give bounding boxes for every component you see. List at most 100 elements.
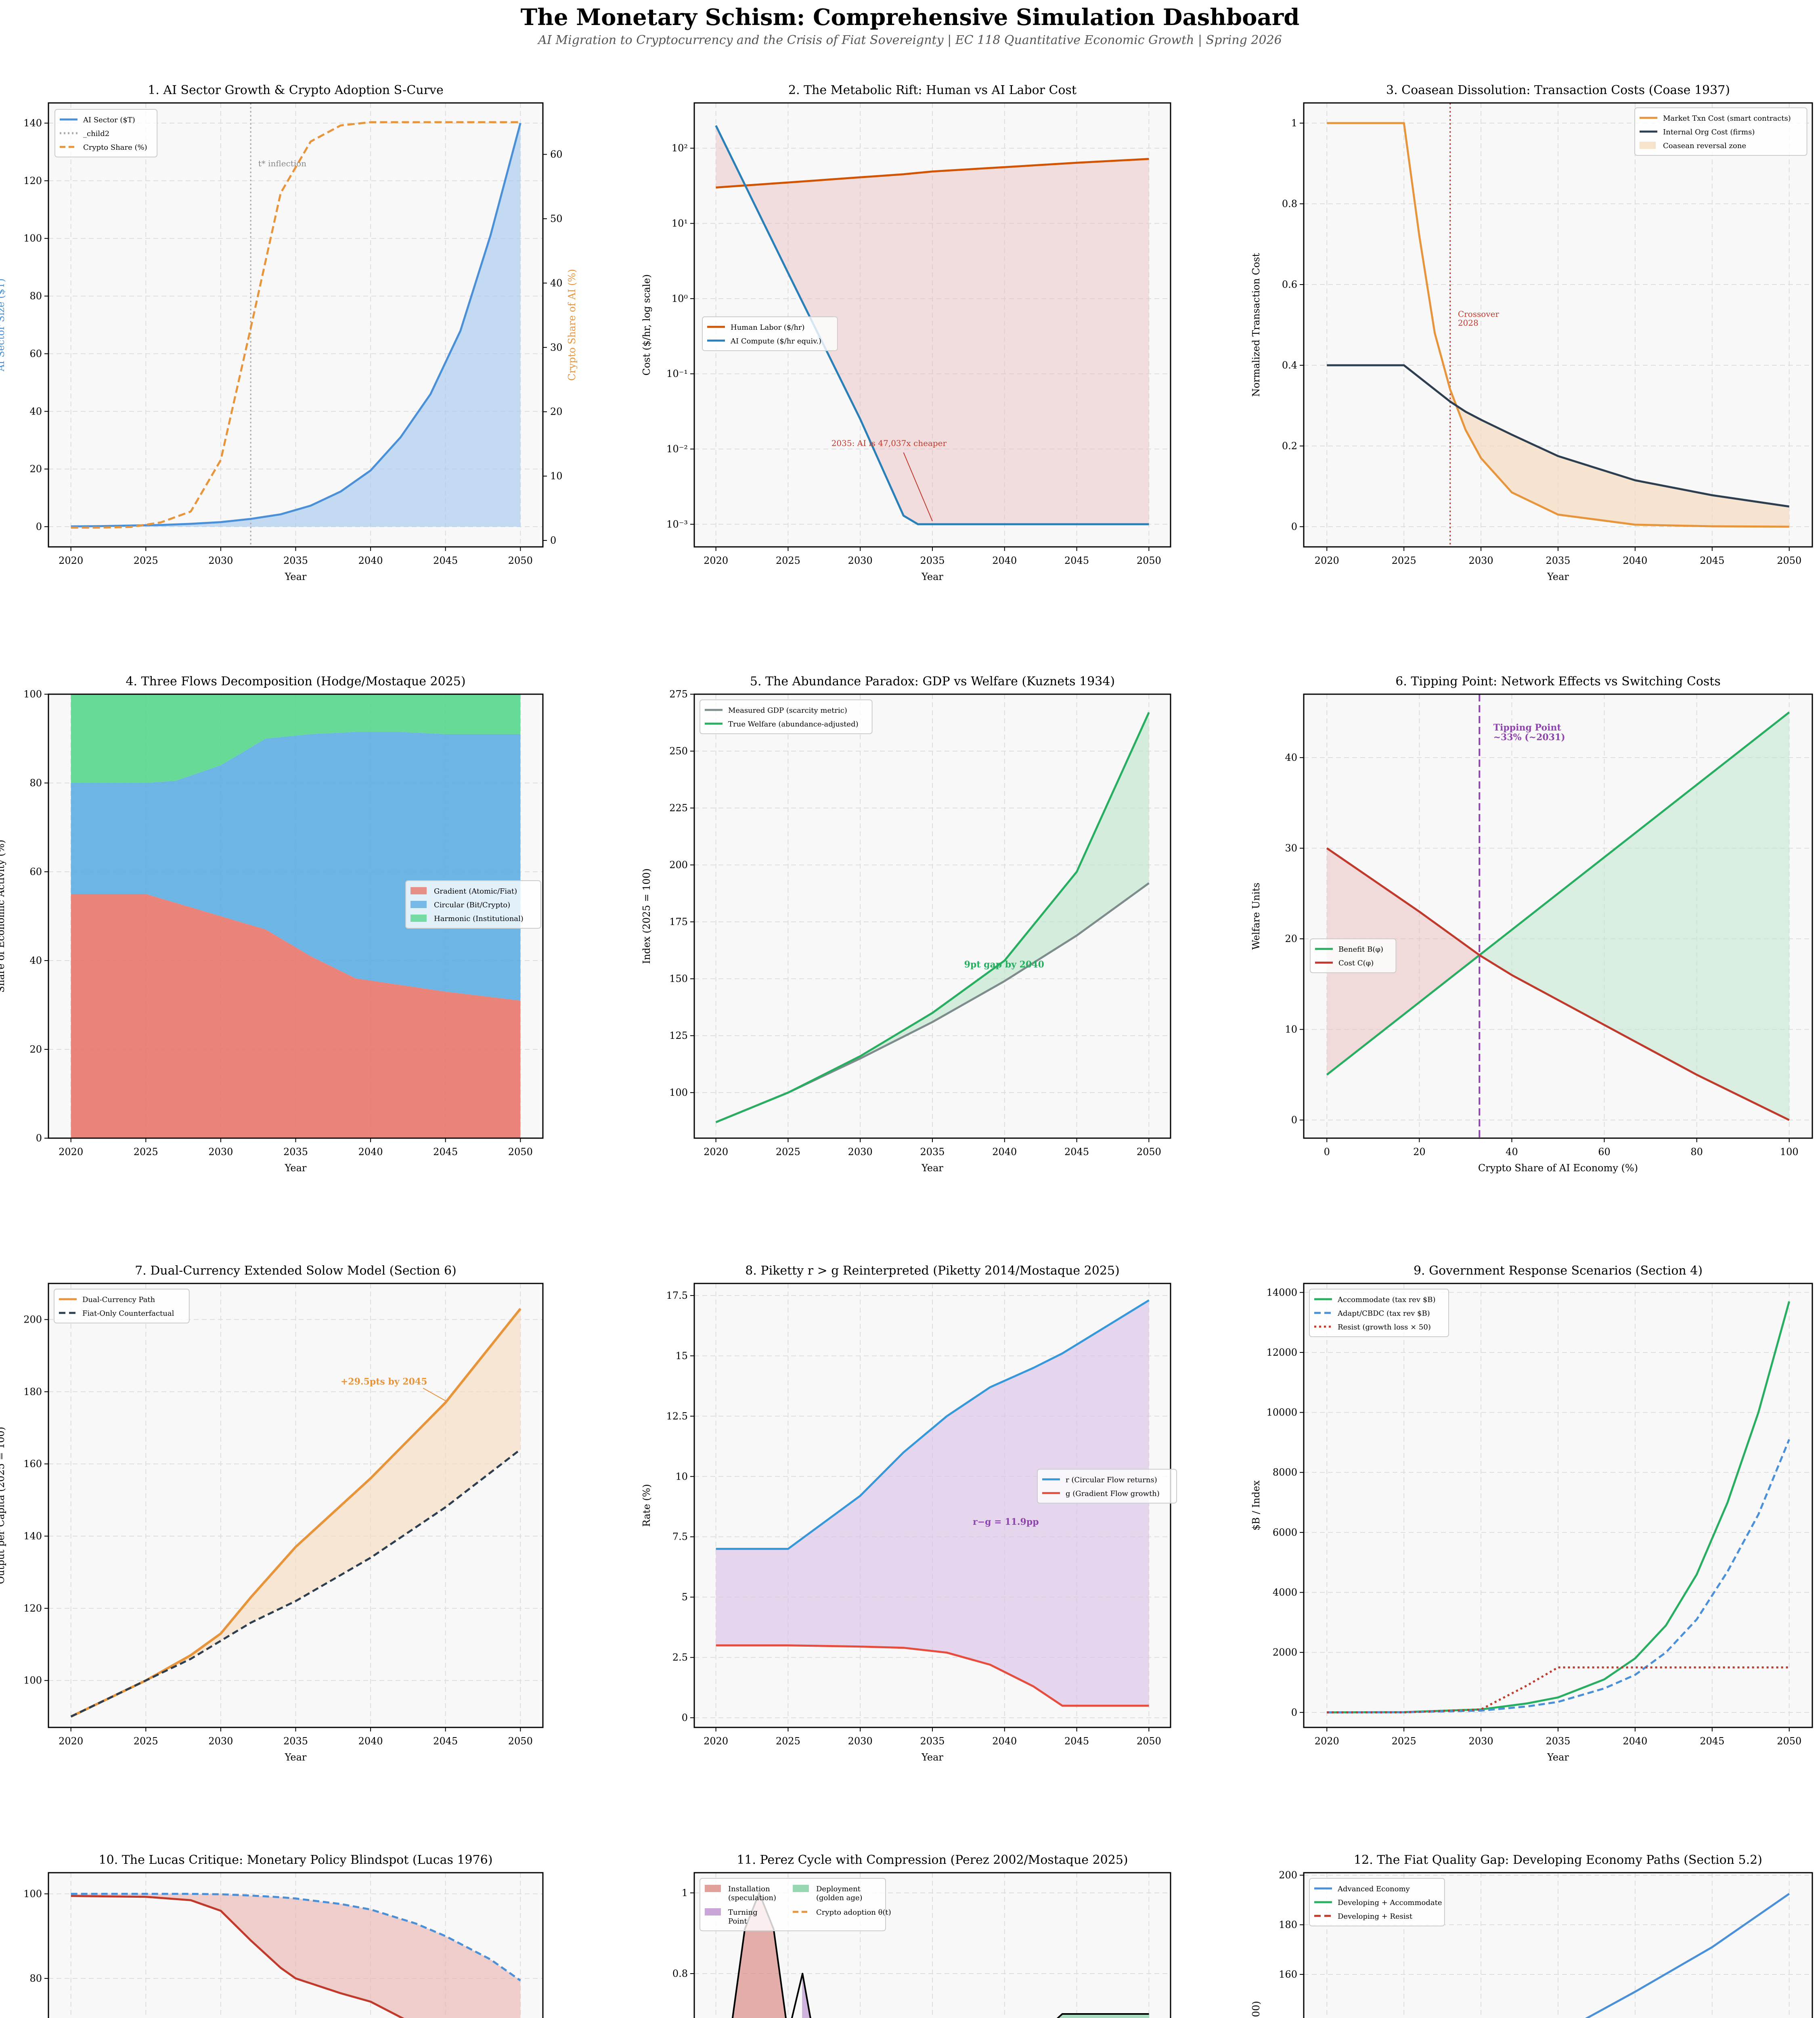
svg-text:225: 225 <box>669 802 688 814</box>
svg-text:2040: 2040 <box>1623 1735 1647 1747</box>
svg-text:50: 50 <box>550 213 563 224</box>
chart-annotation: 2028 <box>1458 318 1479 328</box>
svg-text:0: 0 <box>1291 521 1297 532</box>
svg-text:2050: 2050 <box>508 555 533 566</box>
svg-text:2040: 2040 <box>992 555 1017 566</box>
svg-text:2045: 2045 <box>1064 1735 1089 1747</box>
chart-title: 8. Piketty r > g Reinterpreted (Piketty … <box>745 1264 1119 1278</box>
y-axis-label: Cost ($/hr, log scale) <box>641 274 652 375</box>
svg-text:80: 80 <box>1690 1146 1703 1158</box>
legend-entry: Harmonic (Institutional) <box>434 915 524 923</box>
svg-text:160: 160 <box>23 1458 42 1470</box>
svg-text:2040: 2040 <box>992 1735 1017 1747</box>
chart-legend: Gradient (Atomic/Fiat) Circular (Bit/Cryp… <box>405 880 541 929</box>
svg-text:2035: 2035 <box>1546 1735 1570 1747</box>
series-line <box>71 1895 404 2018</box>
chart-title: 7. Dual-Currency Extended Solow Model (S… <box>135 1264 457 1278</box>
svg-text:0.8: 0.8 <box>1282 198 1297 209</box>
svg-text:0: 0 <box>36 521 42 532</box>
svg-text:160: 160 <box>1279 1969 1297 1980</box>
svg-text:2035: 2035 <box>920 1735 945 1747</box>
y-axis-label: Welfare Units <box>1250 883 1262 950</box>
svg-text:10²: 10² <box>672 142 688 154</box>
svg-text:2000: 2000 <box>1273 1647 1297 1658</box>
svg-text:20: 20 <box>1413 1146 1426 1158</box>
svg-text:20: 20 <box>1285 933 1297 944</box>
x-axis: 2020 2025 2030 2035 2040 2045 2050 <box>1315 1283 1801 1747</box>
svg-text:125: 125 <box>669 1030 688 1041</box>
legend-entry: _child2 <box>83 130 109 138</box>
chart-title: 6. Tipping Point: Network Effects vs Swi… <box>1395 674 1721 689</box>
svg-text:150: 150 <box>669 973 688 984</box>
svg-text:10: 10 <box>675 1471 688 1482</box>
series-line <box>70 1308 521 1718</box>
svg-text:200: 200 <box>1279 1869 1297 1881</box>
svg-text:0: 0 <box>682 1712 688 1723</box>
svg-text:2050: 2050 <box>1137 555 1161 566</box>
legend-entry: Gradient (Atomic/Fiat) <box>434 887 517 896</box>
svg-text:2035: 2035 <box>283 1146 308 1158</box>
svg-text:100: 100 <box>23 689 42 700</box>
svg-text:12000: 12000 <box>1267 1347 1297 1358</box>
legend-entry: Deployment <box>816 1885 861 1893</box>
legend-entry: Crypto adoption θ(t) <box>816 1908 891 1917</box>
y-axis: 100 125 150 175 200 225 250 275 <box>669 689 1171 1098</box>
chart-legend: Advanced Economy Developing + Accommodate… <box>1309 1878 1445 1926</box>
svg-text:6000: 6000 <box>1273 1527 1297 1538</box>
svg-text:2035: 2035 <box>1546 555 1570 566</box>
legend-entry: Market Txn Cost (smart contracts) <box>1663 114 1791 123</box>
svg-text:10⁻¹: 10⁻¹ <box>666 368 688 379</box>
y-axis-label: Index (2025 = 100) <box>641 869 652 964</box>
svg-text:2030: 2030 <box>1469 555 1493 566</box>
svg-text:2030: 2030 <box>848 1146 873 1158</box>
legend-entry: Developing + Accommodate <box>1338 1899 1442 1907</box>
legend-entry: (golden age) <box>816 1894 863 1902</box>
x-axis-label: Crypto Share of AI Economy (%) <box>1478 1162 1638 1174</box>
svg-text:2020: 2020 <box>704 1146 728 1158</box>
svg-text:40: 40 <box>1506 1146 1518 1158</box>
series-line <box>70 1449 521 1718</box>
chart-title: 12. The Fiat Quality Gap: Developing Eco… <box>1354 1853 1762 1867</box>
svg-text:2025: 2025 <box>134 1735 158 1747</box>
plot-series <box>715 712 1150 1123</box>
legend-entry: Dual-Currency Path <box>82 1296 155 1304</box>
x-axis-label: Year <box>285 1752 307 1763</box>
svg-text:2035: 2035 <box>920 1146 945 1158</box>
series-line <box>1585 1893 1790 2018</box>
plot-series <box>1327 103 1790 547</box>
svg-text:1: 1 <box>682 1887 688 1899</box>
chart-legend: AI Sector ($T) _child2 Crypto Share (%) <box>54 109 158 157</box>
svg-text:4000: 4000 <box>1273 1587 1297 1598</box>
svg-text:15: 15 <box>675 1350 688 1361</box>
svg-text:10⁻²: 10⁻² <box>666 444 688 455</box>
dashboard-title: The Monetary Schism: Comprehensive Simul… <box>520 4 1300 31</box>
chart-title: 1. AI Sector Growth & Crypto Adoption S-… <box>148 83 443 97</box>
svg-text:40: 40 <box>29 406 42 417</box>
chart-panel-1: 1. AI Sector Growth & Crypto Adoption S-… <box>0 71 599 597</box>
svg-text:2050: 2050 <box>1777 1735 1801 1747</box>
chart-title: 5. The Abundance Paradox: GDP vs Welfare… <box>750 674 1115 689</box>
y-axis-label: Output per Capita (2025 = 100) <box>0 1427 6 1584</box>
series-line <box>71 121 521 529</box>
svg-text:2025: 2025 <box>776 1735 800 1747</box>
svg-text:5: 5 <box>682 1591 688 1603</box>
svg-text:100: 100 <box>669 1087 688 1098</box>
legend-entry: Adapt/CBDC (tax rev $B) <box>1337 1309 1430 1318</box>
legend-entry: g (Gradient Flow growth) <box>1066 1489 1160 1498</box>
svg-text:175: 175 <box>669 916 688 927</box>
x-axis-label: Year <box>285 1162 307 1174</box>
svg-text:7.5: 7.5 <box>672 1531 688 1543</box>
plot-series <box>1327 1301 1791 1714</box>
legend-entry: Internal Org Cost (firms) <box>1663 128 1755 136</box>
chart-legend: r (Circular Flow returns) g (Gradient Flo… <box>1037 1469 1177 1504</box>
svg-text:180: 180 <box>1279 1919 1297 1930</box>
legend-entry: Benefit B(φ) <box>1338 945 1383 954</box>
chart-panel-12: 12. The Fiat Quality Gap: Developing Eco… <box>1243 1840 1820 2018</box>
x-axis: 0 20 40 60 80 100 <box>1324 694 1799 1158</box>
svg-text:2035: 2035 <box>920 555 945 566</box>
x-axis-label: Year <box>285 571 307 582</box>
legend-entry: Circular (Bit/Crypto) <box>434 901 510 909</box>
svg-text:2025: 2025 <box>1392 1735 1416 1747</box>
svg-text:2045: 2045 <box>1700 555 1724 566</box>
svg-text:120: 120 <box>23 175 42 186</box>
